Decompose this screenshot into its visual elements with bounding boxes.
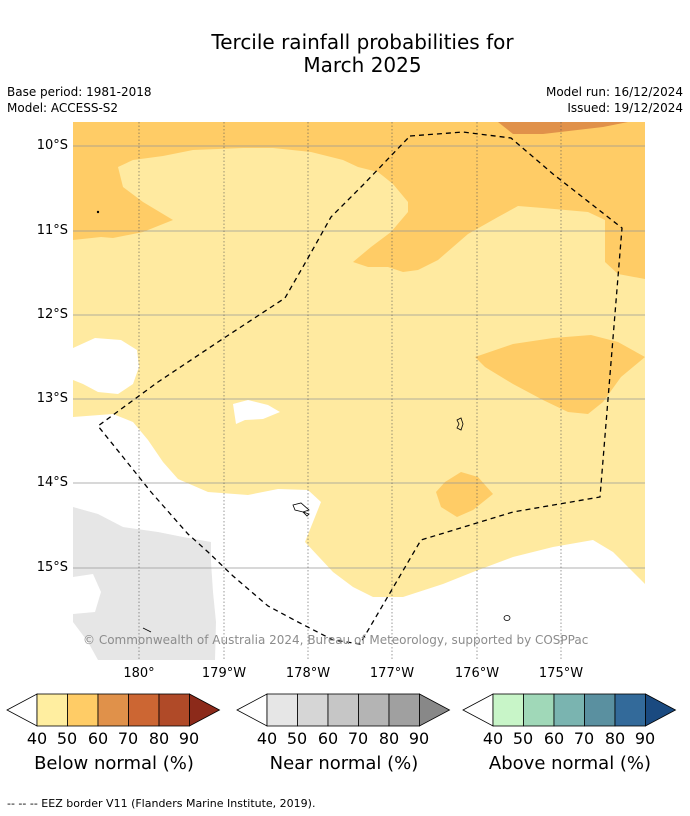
tick: 90 — [408, 729, 430, 748]
copyright-notice: © Commonwealth of Australia 2024, Bureau… — [83, 633, 589, 647]
tick: 80 — [604, 729, 626, 748]
lat-label-12s: 12°S — [36, 307, 68, 322]
lon-label-176w: 176°W — [454, 666, 500, 681]
meta-left: Base period: 1981-2018 Model: ACCESS-S2 — [7, 84, 152, 116]
near-normal-region — [73, 507, 216, 660]
colorbar-above-svg — [462, 693, 677, 727]
no-signal-small-patch — [233, 400, 280, 424]
tick: 60 — [317, 729, 339, 748]
colorbar-segment — [614, 693, 646, 727]
base-period: Base period: 1981-2018 — [7, 85, 152, 99]
colorbar-above — [462, 693, 678, 731]
colorbar-above-title: Above normal (%) — [488, 753, 652, 774]
near-normal-inner-white — [73, 574, 101, 614]
colorbar-segment — [358, 693, 390, 727]
below-50-60-region-north — [73, 122, 645, 279]
lon-label-177w: 177°W — [369, 666, 415, 681]
colorbar-segment — [523, 693, 555, 727]
title-line-1: Tercile rainfall probabilities for — [211, 30, 514, 54]
tick: 40 — [256, 729, 278, 748]
tick: 80 — [148, 729, 170, 748]
issued-date: Issued: 19/12/2024 — [567, 101, 683, 115]
model-run: Model run: 16/12/2024 — [545, 85, 683, 99]
colorbar-near-title: Near normal (%) — [269, 753, 419, 774]
eez-legend-note: -- -- -- EEZ border V11 (Flanders Marine… — [7, 797, 316, 810]
tick: 80 — [378, 729, 400, 748]
colorbar-segment — [128, 693, 160, 727]
islands — [96, 210, 511, 633]
meta-right: Model run: 16/12/2024 Issued: 19/12/2024 — [546, 84, 683, 116]
colorbar-segment — [158, 693, 190, 727]
colorbar-extend-arrow — [645, 693, 677, 727]
colorbar-segment — [584, 693, 616, 727]
no-signal-west-bulge — [73, 338, 139, 394]
lat-label-11s: 11°S — [36, 223, 68, 238]
graticule — [73, 122, 645, 660]
no-signal-south — [73, 414, 645, 660]
model-name: Model: ACCESS-S2 — [7, 101, 119, 115]
island-south-2 — [302, 511, 310, 517]
colorbar-below — [6, 693, 222, 731]
colorbar-segment — [97, 693, 129, 727]
island-northwest — [96, 210, 100, 214]
eez-border — [97, 131, 623, 645]
tick: 70 — [117, 729, 139, 748]
map-title: Tercile rainfall probabilities for March… — [0, 31, 690, 77]
colorbar-segment — [67, 693, 99, 727]
colorbar-near — [236, 693, 452, 731]
lat-label-14s: 14°S — [36, 475, 68, 490]
tick: 60 — [543, 729, 565, 748]
tick: 40 — [26, 729, 48, 748]
map-svg — [73, 122, 645, 660]
tick: 70 — [573, 729, 595, 748]
lon-label-178w: 178°W — [285, 666, 331, 681]
colorbar-extend-arrow — [419, 693, 451, 727]
island-southeast — [503, 615, 511, 621]
lat-label-13s: 13°S — [36, 391, 68, 406]
colorbar-below-svg — [6, 693, 221, 727]
island-east — [456, 417, 464, 431]
tick: 60 — [87, 729, 109, 748]
tick: 50 — [512, 729, 534, 748]
lon-label-175w: 175°W — [538, 666, 584, 681]
colorbar-segment — [492, 693, 524, 727]
colorbar-segment — [266, 693, 298, 727]
below-60-70-region — [498, 122, 628, 134]
colorbar-segment — [553, 693, 585, 727]
below-40-50-bump — [173, 209, 263, 247]
colorbar-near-svg — [236, 693, 451, 727]
colorbar-segment — [297, 693, 329, 727]
colorbar-segment — [327, 693, 359, 727]
lon-label-180: 180° — [123, 666, 155, 681]
lon-label-179w: 179°W — [201, 666, 247, 681]
tick: 50 — [56, 729, 78, 748]
colorbar-extend-arrow — [189, 693, 221, 727]
tick: 90 — [634, 729, 656, 748]
tick: 70 — [347, 729, 369, 748]
tick: 90 — [178, 729, 200, 748]
lat-label-15s: 15°S — [36, 560, 68, 575]
title-line-2: March 2025 — [303, 53, 422, 77]
tick: 40 — [482, 729, 504, 748]
colorbar-segment — [36, 693, 68, 727]
island-south — [292, 502, 310, 513]
island-southwest — [142, 627, 152, 633]
rainfall-map — [73, 122, 645, 660]
below-50-60-region-east — [475, 335, 645, 414]
colorbar-below-title: Below normal (%) — [34, 753, 194, 774]
tick: 50 — [286, 729, 308, 748]
lat-label-10s: 10°S — [36, 138, 68, 153]
colorbar-segment — [388, 693, 420, 727]
